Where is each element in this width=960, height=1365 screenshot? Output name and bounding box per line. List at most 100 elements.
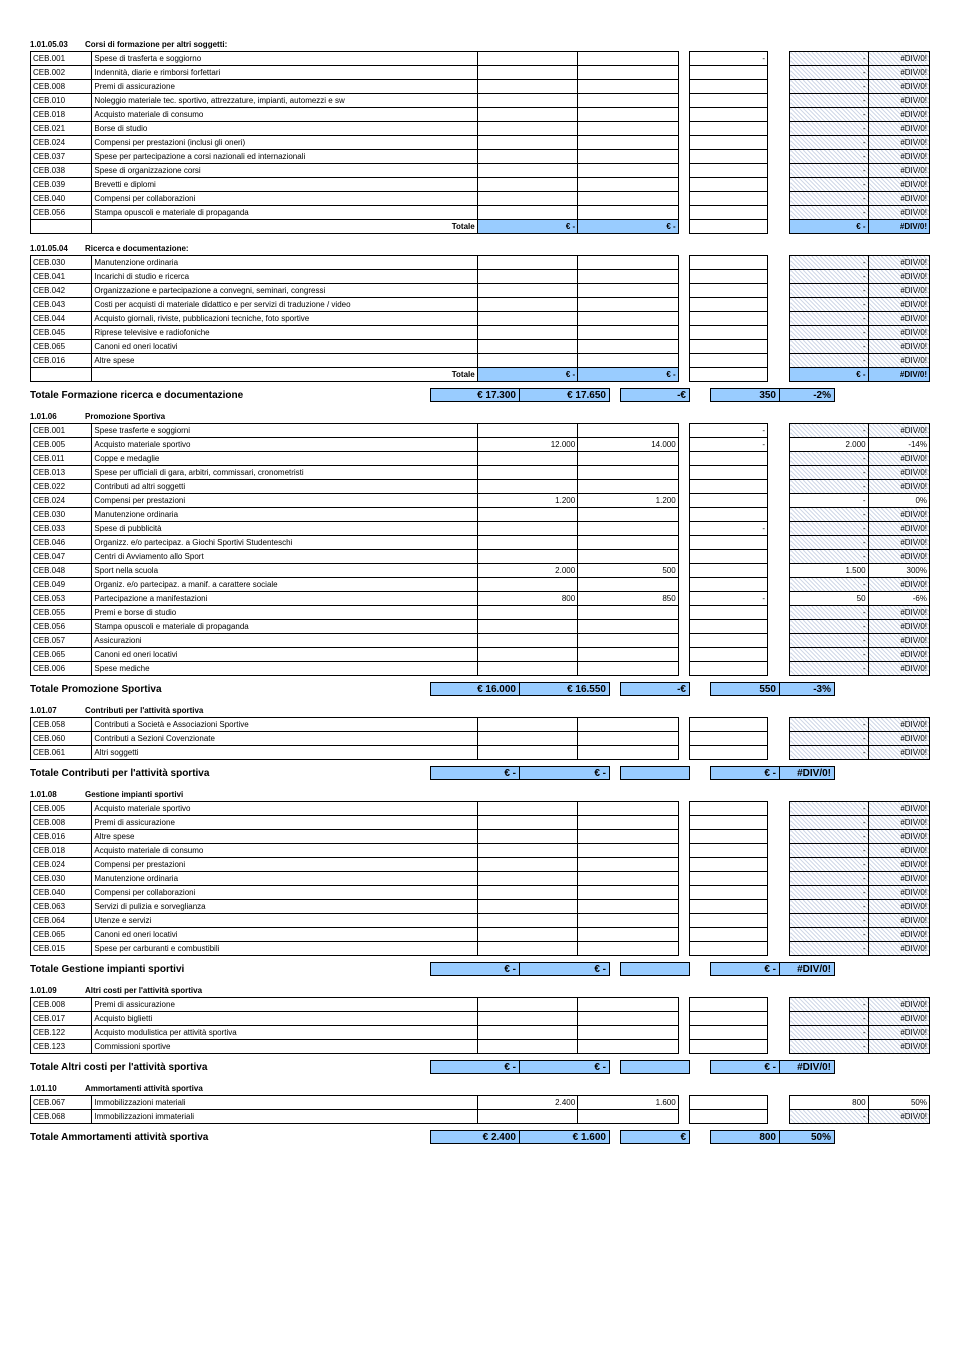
row-n3: [689, 536, 767, 550]
row-n4: -: [790, 326, 868, 340]
row-n2: [578, 340, 679, 354]
row-desc: Commissioni sportive: [92, 1040, 477, 1054]
row-n3: [689, 844, 767, 858]
row-desc: Acquisto materiale sportivo: [92, 802, 477, 816]
table-row: CEB.039 Brevetti e diplomi - #DIV/0!: [31, 178, 930, 192]
section-code: 1.01.05.04: [30, 244, 85, 253]
row-desc: Spese di pubblicità: [92, 522, 477, 536]
summary-c5: -2%: [780, 388, 835, 402]
table-row: CEB.015 Spese per carburanti e combustib…: [31, 942, 930, 956]
row-n1: [477, 620, 578, 634]
row-n3: [689, 270, 767, 284]
row-n3: [689, 206, 767, 220]
table-row: CEB.030 Manutenzione ordinaria - #DIV/0!: [31, 256, 930, 270]
row-n4: 50: [790, 592, 868, 606]
row-code: CEB.122: [31, 1026, 92, 1040]
row-desc: Contributi ad altri soggetti: [92, 480, 477, 494]
total-row: Totale € - € - € - #DIV/0!: [31, 220, 930, 234]
row-n5: #DIV/0!: [868, 298, 929, 312]
row-n1: [477, 66, 578, 80]
row-n3: [689, 354, 767, 368]
row-n5: #DIV/0!: [868, 550, 929, 564]
row-desc: Coppe e medaglie: [92, 452, 477, 466]
row-n5: #DIV/0!: [868, 634, 929, 648]
row-n1: [477, 466, 578, 480]
row-n5: #DIV/0!: [868, 150, 929, 164]
table-row: CEB.008 Premi di assicurazione - #DIV/0!: [31, 816, 930, 830]
row-code: CEB.045: [31, 326, 92, 340]
row-n2: [578, 298, 679, 312]
row-n4: -: [790, 150, 868, 164]
row-n2: [578, 718, 679, 732]
total-n1: € -: [477, 220, 578, 234]
row-n2: 1.200: [578, 494, 679, 508]
row-n3: [689, 718, 767, 732]
row-n1: [477, 326, 578, 340]
row-n3: -: [689, 424, 767, 438]
row-n1: [477, 830, 578, 844]
row-n4: -: [790, 578, 868, 592]
row-n2: [578, 312, 679, 326]
row-code: CEB.065: [31, 928, 92, 942]
row-n1: [477, 900, 578, 914]
row-n5: #DIV/0!: [868, 508, 929, 522]
table-row: CEB.053 Partecipazione a manifestazioni …: [31, 592, 930, 606]
row-desc: Acquisto materiale di consumo: [92, 844, 477, 858]
row-code: CEB.055: [31, 606, 92, 620]
row-n5: #DIV/0!: [868, 942, 929, 956]
summary-c2: € -: [520, 962, 610, 976]
table-row: CEB.001 Spese trasferte e soggiorni - - …: [31, 424, 930, 438]
row-n3: -: [689, 522, 767, 536]
row-n2: [578, 1012, 679, 1026]
section-title: Promozione Sportiva: [85, 412, 165, 421]
row-desc: Riprese televisive e radiofoniche: [92, 326, 477, 340]
summary-c1: € -: [430, 1060, 520, 1074]
data-table: CEB.067 Immobilizzazioni materiali 2.400…: [30, 1095, 930, 1124]
row-n1: [477, 80, 578, 94]
row-desc: Canoni ed oneri locativi: [92, 340, 477, 354]
row-n3: [689, 1012, 767, 1026]
row-n4: -: [790, 858, 868, 872]
row-code: CEB.015: [31, 942, 92, 956]
row-n1: [477, 550, 578, 564]
row-n1: [477, 94, 578, 108]
row-n5: #DIV/0!: [868, 466, 929, 480]
summary-row: Totale Ammortamenti attività sportiva € …: [30, 1130, 930, 1144]
row-code: CEB.001: [31, 424, 92, 438]
row-desc: Premi di assicurazione: [92, 80, 477, 94]
summary-c5: #DIV/0!: [780, 766, 835, 780]
summary-label: Totale Altri costi per l'attività sporti…: [30, 1062, 430, 1073]
row-code: CEB.011: [31, 452, 92, 466]
row-n1: [477, 206, 578, 220]
row-n3: [689, 256, 767, 270]
row-n4: -: [790, 178, 868, 192]
row-desc: Altre spese: [92, 354, 477, 368]
row-n1: 1.200: [477, 494, 578, 508]
row-code: CEB.021: [31, 122, 92, 136]
row-n1: [477, 634, 578, 648]
row-desc: Immobilizzazioni materiali: [92, 1096, 477, 1110]
row-code: CEB.061: [31, 746, 92, 760]
row-n2: [578, 1110, 679, 1124]
row-desc: Manutenzione ordinaria: [92, 256, 477, 270]
row-n4: -: [790, 816, 868, 830]
section-title: Corsi di formazione per altri soggetti:: [85, 40, 227, 49]
row-n5: #DIV/0!: [868, 80, 929, 94]
row-n1: [477, 178, 578, 192]
row-code: CEB.017: [31, 1012, 92, 1026]
row-n3: [689, 80, 767, 94]
row-n4: -: [790, 164, 868, 178]
table-row: CEB.024 Compensi per prestazioni - #DIV/…: [31, 858, 930, 872]
table-row: CEB.056 Stampa opuscoli e materiale di p…: [31, 620, 930, 634]
table-row: CEB.024 Compensi per prestazioni (inclus…: [31, 136, 930, 150]
table-row: CEB.047 Centri di Avviamento allo Sport …: [31, 550, 930, 564]
summary-c2: € 1.600: [520, 1130, 610, 1144]
table-row: CEB.043 Costi per acquisti di materiale …: [31, 298, 930, 312]
row-desc: Sport nella scuola: [92, 564, 477, 578]
table-row: CEB.002 Indennità, diarie e rimborsi for…: [31, 66, 930, 80]
section-header: 1.01.06 Promozione Sportiva: [30, 412, 930, 421]
row-desc: Premi di assicurazione: [92, 998, 477, 1012]
row-code: CEB.030: [31, 256, 92, 270]
summary-label: Totale Promozione Sportiva: [30, 684, 430, 695]
total-row: Totale € - € - € - #DIV/0!: [31, 368, 930, 382]
